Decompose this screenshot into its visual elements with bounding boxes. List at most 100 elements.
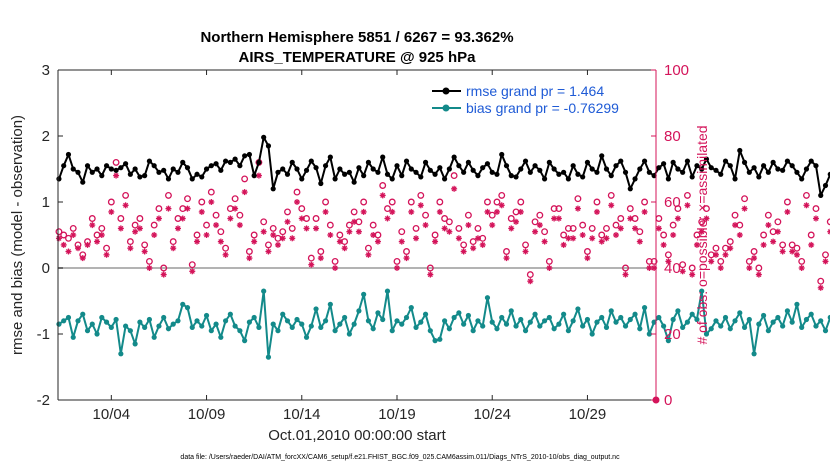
rmse-point [527, 169, 533, 175]
rmse-point [456, 163, 462, 169]
obs-assimilated-point [232, 205, 239, 212]
obs-possible-point [726, 238, 734, 246]
obs-possible-point [574, 195, 582, 203]
obs-assimilated-stroke [375, 239, 381, 245]
obs-assimilated-point [536, 222, 543, 229]
obs-assimilated-point [60, 241, 67, 248]
bias-point [265, 354, 272, 360]
obs-assimilated-stroke [551, 215, 557, 222]
obs-assimilated-stroke [203, 232, 210, 238]
bias-point [637, 326, 643, 332]
obs-possible-point [522, 241, 529, 249]
bias-point [232, 323, 238, 329]
obs-assimilated-point [465, 222, 472, 229]
obs-possible-point [322, 198, 330, 206]
bias-point [99, 314, 105, 321]
bias-point [365, 318, 372, 324]
obs-possible-point [503, 248, 510, 255]
rmse-point [622, 169, 629, 175]
obs-assimilated-point [498, 202, 505, 209]
legend-rmse-label: rmse grand pr = 1.464 [466, 83, 604, 99]
rmse-point [170, 166, 176, 172]
rmse-point [613, 163, 619, 169]
bias-point [765, 328, 771, 334]
rmse-point [575, 171, 581, 177]
rmse-point [427, 167, 433, 173]
obs-assimilated-point [689, 271, 696, 278]
rmse-point [180, 159, 186, 165]
rmse-point [303, 167, 310, 173]
rmse-point [251, 173, 257, 179]
rmse-point [132, 166, 138, 172]
bias-point [161, 314, 167, 321]
bias-point [75, 318, 81, 324]
obs-assimilated-point [655, 225, 662, 232]
obs-possible-point [655, 215, 663, 222]
obs-assimilated-stroke [799, 265, 805, 271]
rmse-point [799, 176, 805, 182]
obs-assimilated-point [317, 255, 324, 262]
obs-assimilated-stroke [80, 255, 86, 261]
obs-assimilated-point [746, 265, 753, 271]
obs-assimilated-stroke [822, 258, 829, 264]
legend: rmse grand pr = 1.464 bias grand pr = -0… [428, 79, 653, 119]
obs-assimilated-point [693, 241, 700, 248]
obs-assimilated-stroke [227, 215, 233, 222]
rmse-point [327, 154, 333, 160]
data-file-footnote: data file: /Users/raeder/DAI/ATM_forcXX/… [180, 454, 620, 461]
obs-possible-point [98, 224, 106, 232]
obs-assimilated-stroke [161, 272, 167, 278]
obs-possible-point [484, 198, 491, 206]
obs-assimilated-point [522, 248, 529, 255]
bias-point [256, 324, 262, 330]
obs-assimilated-point [441, 225, 448, 232]
bias-point [622, 323, 629, 329]
obs-assimilated-stroke [94, 239, 100, 245]
x-tick-label: 10/04 [93, 406, 131, 423]
obs-possible-point [117, 215, 125, 222]
obs-assimilated-stroke [208, 199, 214, 205]
rmse-point [227, 159, 233, 165]
bias-point [813, 323, 819, 329]
obs-assimilated-stroke [351, 219, 357, 225]
obs-possible-point [236, 211, 244, 219]
obs-assimilated-point [608, 202, 615, 209]
obs-assimilated-point [179, 215, 186, 222]
obs-assimilated-stroke [522, 248, 529, 255]
obs-assimilated-point [189, 268, 196, 275]
obs-assimilated-point [712, 251, 719, 258]
obs-assimilated-stroke [489, 222, 495, 228]
obs-assimilated-stroke [680, 268, 686, 274]
bias-point [332, 328, 338, 334]
bias-point [322, 318, 329, 324]
obs-possible-point [407, 198, 415, 206]
obs-assimilated-point [732, 222, 739, 229]
obs-assimilated-stroke [484, 209, 491, 215]
bias-point [646, 331, 652, 337]
obs-possible-point [122, 191, 130, 199]
obs-assimilated-point [436, 208, 443, 215]
chart-subtitle: AIRS_TEMPERATURE @ 925 hPa [239, 49, 477, 66]
obs-assimilated-stroke [294, 199, 300, 205]
obs-assimilated-point [174, 225, 181, 232]
rmse-point [794, 169, 800, 175]
obs-assimilated-point [70, 232, 77, 238]
obs-possible-point [593, 198, 601, 206]
rmse-point [142, 173, 148, 179]
obs-assimilated-point [603, 235, 610, 242]
bias-point [627, 316, 633, 323]
obs-possible-point [203, 221, 210, 229]
obs-possible-point [141, 241, 149, 249]
obs-possible-point [741, 195, 749, 203]
obs-possible-point [541, 228, 549, 236]
obs-possible-point [688, 264, 696, 272]
bias-point [675, 308, 681, 314]
bias-point [708, 326, 714, 332]
obs-assimilated-stroke [184, 206, 191, 212]
rmse-point [380, 154, 386, 160]
bias-point [641, 305, 648, 311]
obs-assimilated-point [208, 199, 215, 205]
rmse-point [342, 171, 348, 177]
bias-point [56, 321, 62, 327]
x-ticks: 10/04 10/09 10/14 10/19 10/24 10/29 [93, 70, 606, 423]
